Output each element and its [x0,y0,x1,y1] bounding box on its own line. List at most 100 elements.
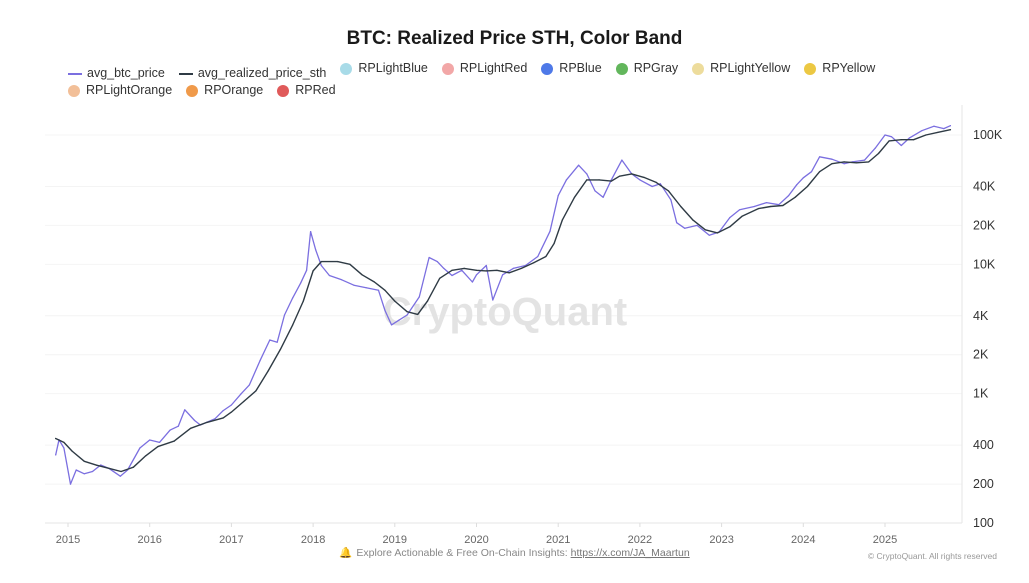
data-point-avg-btc-price [586,173,588,175]
data-point-avg-btc-price [578,164,580,166]
legend-item-rpblue[interactable]: RPBlue [541,60,602,77]
y-tick-label: 100K [973,128,1003,142]
chart-title: BTC: Realized Price STH, Color Band [346,28,683,49]
data-point-avg-realized-price-sth [937,131,939,133]
data-point-avg-realized-price-sth [508,272,510,274]
data-point-avg-btc-price [810,171,813,173]
data-point-avg-realized-price-sth [553,242,555,245]
data-point-avg-realized-price-sth [406,311,408,313]
legend-item-rplightblue[interactable]: RPLightBlue [340,60,428,77]
data-point-avg-realized-price-sth [373,281,375,283]
data-point-avg-realized-price-sth [561,219,563,221]
data-point-avg-realized-price-sth [667,190,670,192]
data-point-avg-btc-price [729,217,731,219]
legend-item-avg-realized-price-sth[interactable]: avg_realized_price_sth [178,65,326,82]
data-point-avg-btc-price [222,410,224,412]
y-tick-label: 400 [973,438,994,452]
data-point-avg-realized-price-sth [520,267,523,269]
x-tick-label: 2015 [56,534,80,546]
data-point-avg-realized-price-sth [279,348,281,350]
data-point-avg-btc-price [119,475,121,477]
data-point-avg-btc-price [908,137,911,139]
legend-dot-swatch [615,62,628,75]
y-tick-label: 100 [973,516,994,530]
data-point-avg-realized-price-sth [292,324,294,326]
data-point-avg-realized-price-sth [925,134,927,136]
data-point-avg-btc-price [436,261,438,263]
x-tick-label: 2019 [383,534,407,546]
x-tick-label: 2022 [628,534,652,546]
legend-dot-swatch [441,62,454,75]
data-point-avg-realized-price-sth [855,162,858,164]
data-point-avg-btc-price [864,159,866,161]
y-tick-label: 2K [973,348,989,362]
data-point-avg-btc-price [248,384,250,386]
data-point-avg-btc-price [63,447,65,449]
data-point-avg-btc-price [557,195,559,197]
data-point-avg-btc-price [292,297,294,299]
data-point-avg-realized-price-sth [692,219,694,221]
footer-link[interactable]: https://x.com/JA_Maartun [570,547,690,559]
data-point-avg-btc-price [485,264,487,267]
legend-label: RPOrange [204,83,264,98]
data-point-avg-realized-price-sth [157,446,159,448]
legend-item-rplightyellow[interactable]: RPLightYellow [692,60,790,77]
x-tick-label: 2023 [709,534,733,546]
data-point-avg-btc-price [843,163,845,165]
data-point-avg-realized-price-sth [716,232,719,234]
legend-label: RPLightYellow [710,61,791,75]
data-point-avg-btc-price [428,256,430,259]
data-point-avg-realized-price-sth [463,267,465,269]
legend-item-rpgray[interactable]: RPGray [615,60,678,77]
data-point-avg-btc-price [214,418,216,420]
data-point-avg-btc-price [443,267,445,269]
data-point-avg-btc-price [788,195,790,197]
data-point-avg-btc-price [100,464,102,466]
data-point-avg-btc-price [328,274,330,277]
data-point-avg-realized-price-sth [877,152,880,155]
legend-item-rplightred[interactable]: RPLightRed [441,60,527,77]
data-point-avg-btc-price [300,282,302,284]
data-point-avg-btc-price [259,360,261,362]
data-point-avg-btc-price [55,454,57,456]
x-tick-label: 2018 [301,534,325,546]
data-point-avg-btc-price [377,289,380,291]
data-point-avg-btc-price [315,249,317,251]
data-point-avg-btc-price [149,439,151,441]
data-point-avg-realized-price-sth [610,180,612,182]
data-point-avg-btc-price [933,125,935,127]
legend-item-rpred[interactable]: RPRed [277,82,336,99]
data-point-avg-realized-price-sth [741,215,743,217]
data-point-avg-btc-price [471,281,473,283]
data-point-avg-realized-price-sth [485,270,487,272]
series-line-avg-realized-price-sth [55,129,952,473]
data-point-avg-btc-price [819,156,821,158]
data-point-avg-realized-price-sth [222,417,224,419]
data-point-avg-btc-price [874,147,876,149]
footer-text: Explore Actionable & Free On-Chain Insig… [356,547,571,559]
data-point-avg-realized-price-sth [243,400,245,403]
legend-item-rplightorange[interactable]: RPLightOrange [68,82,172,99]
data-point-avg-realized-price-sth [729,226,731,228]
data-point-avg-realized-price-sth [770,205,772,208]
data-point-avg-realized-price-sth [533,262,535,264]
legend-label: RPRed [295,83,336,98]
data-point-avg-btc-price [184,409,186,411]
data-point-avg-btc-price [341,279,343,281]
legend-item-rpyellow[interactable]: RPYellow [804,60,875,77]
data-point-avg-realized-price-sth [206,421,208,423]
axes [45,105,963,524]
legend-item-rporange[interactable]: RPOrange [186,82,263,99]
data-point-avg-realized-price-sth [349,263,351,265]
data-point-avg-realized-price-sth [806,185,809,188]
data-point-avg-btc-price [621,159,623,161]
data-point-avg-btc-price [549,230,551,232]
data-point-avg-btc-price [684,227,686,229]
legend-line-swatch [178,73,193,75]
data-point-avg-btc-price [502,274,504,276]
data-point-avg-realized-price-sth [794,196,796,198]
y-tick-label: 10K [973,257,996,271]
legend-item-avg-btc-price[interactable]: avg_btc_price [68,65,165,82]
copyright: © CryptoQuant. All rights reserved [867,551,997,561]
